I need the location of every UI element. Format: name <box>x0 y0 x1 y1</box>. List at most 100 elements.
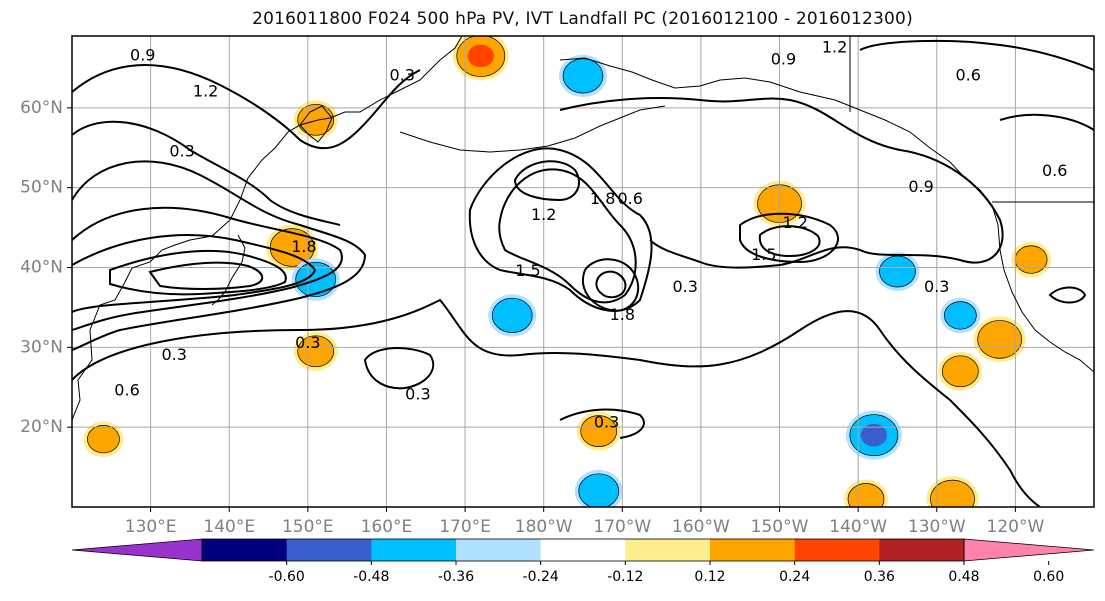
contour-line <box>1048 286 1087 304</box>
lat-tick-label: 30°N <box>20 337 63 357</box>
contour-label: 1.8 <box>291 237 316 256</box>
contour-label: 1.8 <box>610 305 635 324</box>
contour-label: 0.3 <box>672 277 697 296</box>
colorbar-tick-label: -0.24 <box>523 569 559 585</box>
coastline-japan <box>211 234 246 306</box>
lat-tick-label: 20°N <box>20 417 63 437</box>
lon-tick-label: 180°W <box>515 517 573 537</box>
contour-line <box>72 298 1041 507</box>
colorbar-tick-label: -0.60 <box>269 569 305 585</box>
colorbar-bin <box>794 539 880 561</box>
lon-tick-label: 140°W <box>829 517 887 537</box>
coastline-na-west <box>991 204 1094 373</box>
anomaly-core <box>940 488 965 507</box>
anomaly-blob <box>297 335 335 368</box>
anomaly-blob <box>297 103 335 136</box>
contour-line <box>582 258 640 312</box>
contour-label: 1.8 <box>590 189 615 208</box>
contour-line <box>559 97 1004 269</box>
coastline-alaska <box>559 57 993 206</box>
pv-contours <box>72 39 1094 507</box>
contour-line <box>109 249 287 296</box>
anomaly-core <box>572 66 594 86</box>
contour-label: 1.5 <box>515 261 540 280</box>
contour-label: 0.3 <box>295 333 320 352</box>
contour-label: 0.6 <box>955 65 980 84</box>
contour-label: 1.2 <box>783 213 808 232</box>
contour-labels: 0.90.31.20.30.30.60.31.80.31.21.50.61.81… <box>114 37 1067 431</box>
contour-line <box>148 261 264 290</box>
colorbar-tick-label: -0.12 <box>607 569 643 585</box>
contour-line <box>595 270 627 299</box>
anomaly-core <box>501 305 524 325</box>
colorbar-bin <box>371 539 457 561</box>
lon-tick-label: 160°W <box>672 517 730 537</box>
colorbar-tick-labels: -0.60 -0.48 -0.36 -0.24 -0.12 0.12 0.24 0.36 0.4… <box>269 561 1064 585</box>
contour-label: 0.9 <box>130 45 155 64</box>
lon-tick-label: 140°E <box>203 517 255 537</box>
colorbar-bin <box>456 539 542 561</box>
colorbar <box>71 538 1095 562</box>
contour-line <box>363 347 435 390</box>
anomaly-blob <box>87 424 120 454</box>
lon-tick-label: 170°W <box>593 517 651 537</box>
colorbar-extend-high <box>963 538 1095 562</box>
contour-line <box>739 212 840 264</box>
contour-line <box>72 233 317 313</box>
colorbar-tick-label: 0.60 <box>1033 569 1064 585</box>
colorbar-bin <box>879 539 965 561</box>
lat-tick-label: 60°N <box>20 98 63 118</box>
coastline-aleutians <box>399 105 666 153</box>
contour-label: 0.3 <box>161 345 186 364</box>
colorbar-bin <box>625 539 711 561</box>
contour-line <box>999 113 1094 131</box>
contour-line <box>468 147 653 312</box>
latitude-tick-labels: 20°N 30°N 40°N 50°N 60°N <box>20 98 72 437</box>
colorbar-tick-label: -0.48 <box>353 569 389 585</box>
anomaly-blob <box>879 255 916 288</box>
colorbar-tick-label: 0.48 <box>948 569 979 585</box>
contour-label: 0.6 <box>114 381 139 400</box>
longitude-tick-labels: 130°E 140°E 150°E 160°E 170°E 180°W 170°W 160°W… <box>125 507 1045 537</box>
coastline-kamchatka <box>299 105 333 143</box>
contour-label: 1.5 <box>751 245 776 264</box>
contour-label: 0.6 <box>617 189 642 208</box>
anomaly-core <box>860 423 888 447</box>
contour-line <box>498 168 637 304</box>
colorbar-bin <box>710 539 796 561</box>
contour-line <box>72 160 367 351</box>
colorbar-tick-label: -0.36 <box>438 569 474 585</box>
contour-label: 0.3 <box>405 385 430 404</box>
contour-label: 0.3 <box>169 141 194 160</box>
colorbar-tick-label: 0.24 <box>779 569 810 585</box>
lat-tick-label: 50°N <box>20 178 63 198</box>
lon-tick-label: 170°E <box>439 517 491 537</box>
anomaly-blob <box>942 355 979 388</box>
lon-tick-label: 120°W <box>987 517 1045 537</box>
colorbar-tick-label: 0.36 <box>864 569 895 585</box>
anomaly-core <box>587 481 610 501</box>
contour-line <box>513 160 580 202</box>
contour-line <box>72 64 421 150</box>
contour-label: 1.2 <box>822 37 847 56</box>
contour-label: 0.3 <box>389 65 414 84</box>
anomaly-blob <box>580 415 618 448</box>
lon-tick-label: 130°E <box>125 517 177 537</box>
pv-anomaly-shading <box>83 36 1052 507</box>
anomaly-blob <box>944 301 977 330</box>
map-frame <box>71 35 1095 508</box>
contour-line <box>72 120 341 226</box>
contour-label: 0.6 <box>1042 161 1067 180</box>
contour-label: 1.2 <box>193 81 218 100</box>
contour-label: 0.3 <box>594 413 619 432</box>
lat-tick-label: 40°N <box>20 258 63 278</box>
anomaly-blob <box>847 483 885 507</box>
lon-tick-label: 150°E <box>282 517 334 537</box>
contour-label: 1.2 <box>531 205 556 224</box>
colorbar-bin <box>202 539 288 561</box>
contour-line <box>559 408 645 439</box>
chart-title: 2016011800 F024 500 hPa PV, IVT Landfall… <box>252 9 913 29</box>
map-grid <box>72 36 1094 507</box>
lon-tick-label: 150°W <box>751 517 809 537</box>
